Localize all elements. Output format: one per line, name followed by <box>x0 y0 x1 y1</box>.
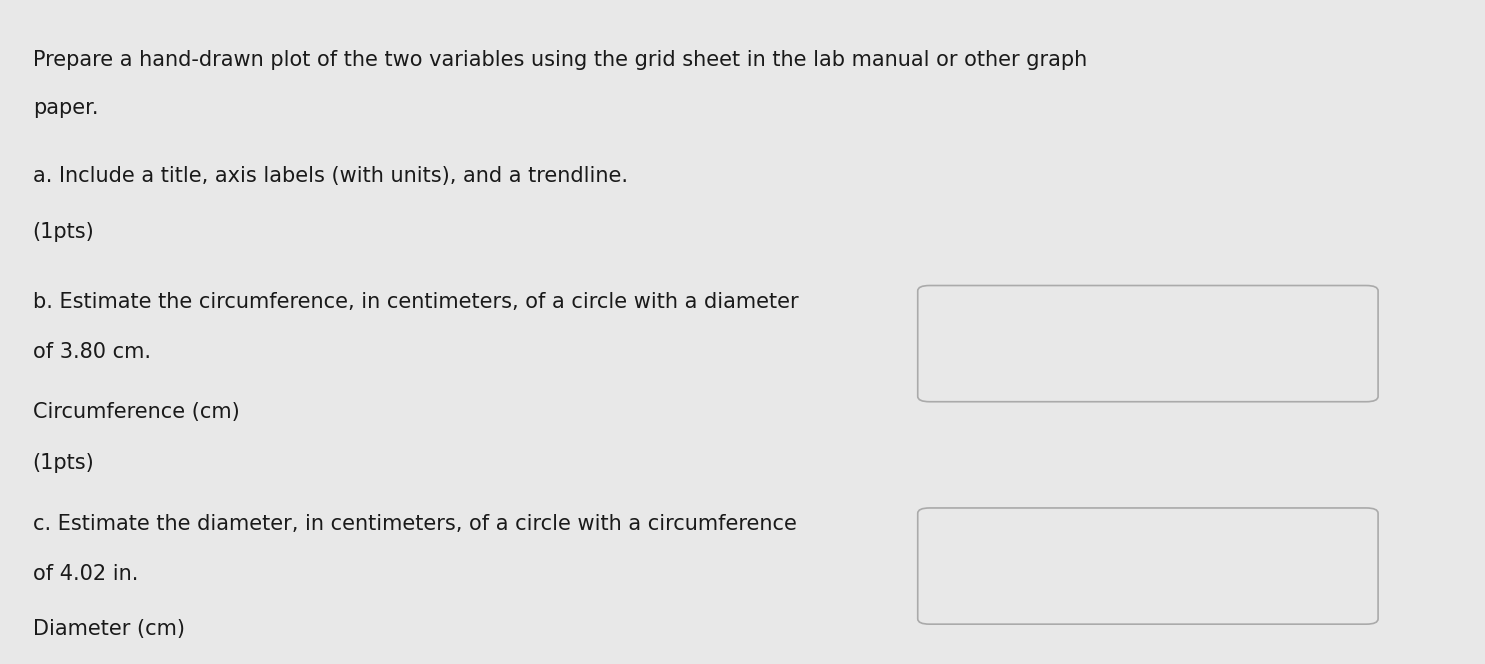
Text: Prepare a hand-drawn plot of the two variables using the grid sheet in the lab m: Prepare a hand-drawn plot of the two var… <box>33 50 1087 70</box>
Text: of 4.02 in.: of 4.02 in. <box>33 564 138 584</box>
Text: Circumference (cm): Circumference (cm) <box>33 402 239 422</box>
Text: a. Include a title, axis labels (with units), and a trendline.: a. Include a title, axis labels (with un… <box>33 166 628 186</box>
Text: Diameter (cm): Diameter (cm) <box>33 619 184 639</box>
Text: c. Estimate the diameter, in centimeters, of a circle with a circumference: c. Estimate the diameter, in centimeters… <box>33 514 796 534</box>
Text: b. Estimate the circumference, in centimeters, of a circle with a diameter: b. Estimate the circumference, in centim… <box>33 292 799 312</box>
FancyBboxPatch shape <box>918 286 1378 402</box>
Text: paper.: paper. <box>33 98 98 118</box>
FancyBboxPatch shape <box>918 508 1378 624</box>
Text: (1pts): (1pts) <box>33 453 95 473</box>
Text: (1pts): (1pts) <box>33 222 95 242</box>
Text: of 3.80 cm.: of 3.80 cm. <box>33 342 150 362</box>
